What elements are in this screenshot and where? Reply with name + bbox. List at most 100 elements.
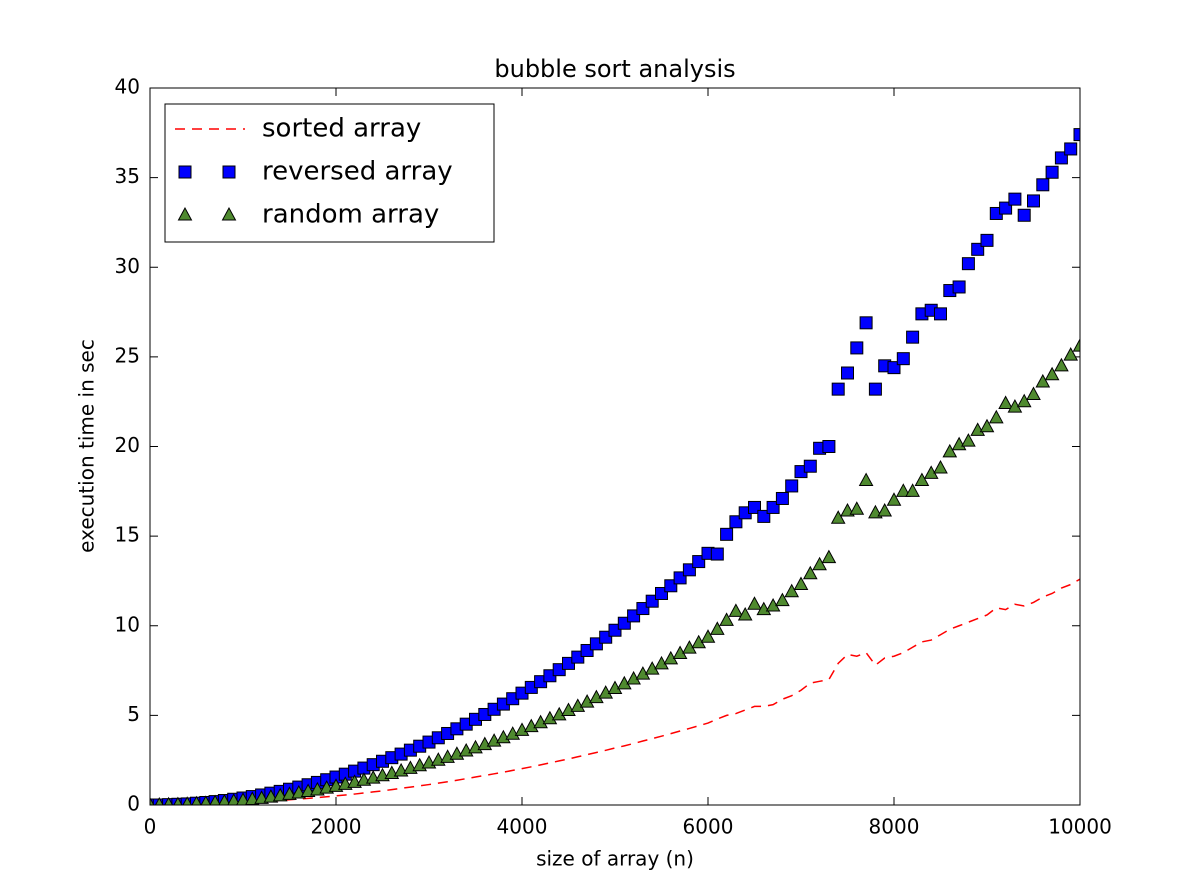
triangle-marker — [812, 556, 827, 571]
triangle-marker — [858, 472, 874, 487]
triangle-marker — [200, 795, 212, 805]
triangle-marker — [1063, 347, 1079, 361]
triangle-marker — [756, 601, 772, 616]
x-tick-label: 10000 — [1048, 815, 1112, 839]
square-marker — [961, 257, 975, 271]
triangle-marker — [236, 792, 250, 805]
triangle-marker — [177, 206, 193, 221]
square-marker — [850, 341, 864, 355]
triangle-marker — [496, 729, 511, 744]
triangle-marker — [209, 794, 221, 805]
y-tick-label: 25 — [115, 343, 140, 367]
plot-frame — [149, 87, 1081, 806]
triangle-marker — [164, 796, 174, 805]
legend-label: sorted array — [262, 114, 421, 144]
square-marker — [896, 352, 910, 366]
plot-area — [150, 128, 1080, 805]
square-marker — [222, 165, 236, 179]
triangle-marker — [905, 483, 920, 497]
y-tick-label: 10 — [115, 612, 140, 636]
triangle-marker — [849, 501, 865, 515]
triangle-marker — [221, 206, 237, 221]
y-axis-label: execution time in sec — [75, 339, 99, 553]
triangle-marker — [709, 621, 725, 635]
triangle-marker — [1016, 393, 1032, 408]
triangle-marker — [1035, 373, 1051, 388]
triangle-marker — [191, 795, 202, 805]
square-marker — [822, 440, 836, 453]
series-line — [150, 578, 1080, 805]
triangle-marker — [775, 592, 790, 607]
y-tick-label: 40 — [115, 75, 140, 99]
triangle-marker — [895, 483, 911, 497]
square-marker — [841, 366, 854, 380]
square-marker — [775, 491, 789, 505]
triangle-marker — [933, 459, 948, 474]
x-tick-label: 8000 — [869, 815, 920, 839]
y-tick-label: 20 — [115, 433, 140, 457]
triangle-marker — [951, 436, 967, 451]
triangle-marker — [802, 565, 818, 580]
square-marker — [980, 233, 994, 247]
triangle-marker — [1026, 386, 1041, 401]
square-marker — [178, 165, 192, 179]
triangle-marker — [728, 603, 744, 617]
triangle-marker — [505, 726, 521, 740]
triangle-marker — [244, 791, 260, 805]
square-marker — [1036, 178, 1050, 192]
triangle-marker — [942, 443, 958, 458]
triangle-marker — [1044, 366, 1060, 381]
triangle-marker — [1072, 338, 1080, 352]
triangle-marker — [877, 502, 893, 517]
square-marker — [831, 382, 845, 396]
triangle-marker — [737, 606, 753, 621]
square-marker — [1064, 142, 1078, 156]
triangle-marker — [150, 796, 155, 805]
triangle-marker — [821, 549, 837, 564]
square-marker — [1008, 192, 1022, 206]
triangle-marker — [514, 722, 530, 736]
triangle-marker — [227, 793, 241, 805]
square-marker — [1027, 194, 1040, 208]
y-tick-label: 0 — [127, 792, 140, 816]
x-tick-label: 4000 — [497, 815, 548, 839]
chart-title: bubble sort analysis — [494, 55, 735, 83]
triangle-marker — [988, 409, 1004, 424]
triangle-marker — [979, 418, 995, 433]
y-tick-label: 30 — [115, 254, 140, 278]
triangle-marker — [533, 714, 548, 729]
square-marker — [868, 382, 882, 396]
triangle-marker — [173, 796, 183, 805]
triangle-marker — [747, 596, 762, 610]
triangle-marker — [218, 793, 231, 805]
x-tick-label: 6000 — [683, 815, 734, 839]
triangle-marker — [154, 796, 164, 805]
square-marker — [785, 479, 799, 493]
x-axis-label: size of array (n) — [536, 847, 694, 871]
x-tick-label: 0 — [144, 815, 157, 839]
square-marker — [710, 547, 724, 561]
triangle-marker — [914, 472, 930, 487]
legend-label: random array — [262, 200, 439, 230]
square-marker — [906, 330, 920, 344]
y-tick-label: 35 — [115, 164, 140, 188]
triangle-marker — [700, 629, 716, 643]
triangle-marker — [719, 612, 734, 626]
square-marker — [952, 280, 966, 294]
triangle-marker — [542, 710, 558, 725]
square-marker — [1073, 128, 1080, 142]
square-marker — [720, 527, 734, 541]
legend-box — [164, 103, 495, 243]
triangle-marker — [793, 576, 809, 591]
triangle-marker — [1054, 357, 1069, 372]
y-tick-label: 5 — [127, 702, 140, 726]
triangle-marker — [970, 422, 986, 436]
triangle-marker — [886, 492, 902, 506]
y-tick-label: 15 — [115, 523, 140, 547]
triangle-marker — [830, 510, 846, 524]
square-marker — [1045, 165, 1059, 179]
square-marker — [934, 307, 947, 321]
triangle-marker — [182, 796, 192, 805]
